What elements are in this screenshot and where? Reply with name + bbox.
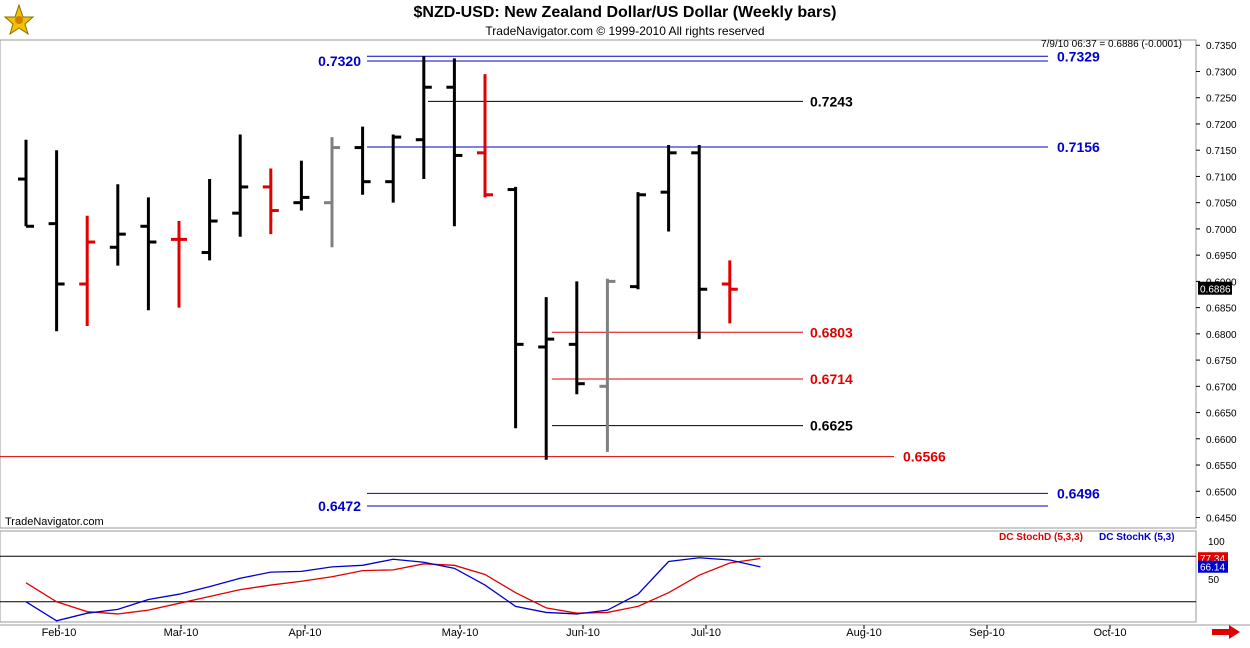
level-label-0.6714: 0.6714: [810, 371, 853, 387]
level-label-0.7243: 0.7243: [810, 93, 853, 109]
ohlc-bar: [660, 144, 677, 232]
chart-title: $NZD-USD: New Zealand Dollar/US Dollar (…: [413, 4, 837, 21]
y-tick-label: 0.6500: [1206, 487, 1237, 498]
x-tick-label: Aug-10: [846, 627, 881, 639]
x-tick-label: Jul-10: [691, 627, 721, 639]
ohlc-bar: [507, 186, 524, 429]
credit-label: TradeNavigator.com: [5, 516, 104, 528]
ohlc-bar: [171, 221, 187, 308]
y-tick-label: 0.6600: [1206, 435, 1237, 446]
ohlc-bar: [48, 150, 65, 332]
y-tick-label: 0.7150: [1206, 146, 1237, 157]
x-tick-label: Oct-10: [1093, 627, 1126, 639]
last-price-box: [1198, 281, 1232, 295]
ohlc-bar: [354, 126, 371, 195]
ohlc-bar: [140, 197, 157, 311]
y-tick-label: 0.6750: [1206, 356, 1237, 367]
y-tick-label: 0.6550: [1206, 461, 1237, 472]
x-tick-label: Mar-10: [164, 627, 199, 639]
ohlc-bar: [477, 74, 493, 198]
level-label-0.7320: 0.7320: [318, 53, 361, 69]
y-tick-label: 0.6650: [1206, 409, 1237, 420]
y-tick-label: 0.6950: [1206, 251, 1237, 262]
stoch-last-label: 77.34: [1200, 554, 1225, 565]
ohlc-bar: [630, 192, 646, 290]
x-tick-label: Feb-10: [42, 627, 77, 639]
trade-navigator-logo-icon: [2, 2, 36, 36]
y-tick-label: 0.6850: [1206, 304, 1237, 315]
ohlc-bar: [232, 134, 249, 237]
ohlc-bar: [385, 134, 402, 203]
level-label-0.6496: 0.6496: [1057, 485, 1100, 501]
stoch-series-d: [25, 557, 761, 615]
y-tick-label: 0.6800: [1206, 330, 1237, 341]
x-tick-label: Apr-10: [288, 627, 321, 639]
x-tick-label: Sep-10: [969, 627, 1004, 639]
level-label-0.6472: 0.6472: [318, 498, 361, 514]
ohlc-bar: [599, 278, 616, 452]
level-label-0.7329: 0.7329: [1057, 48, 1100, 64]
x-tick-label: May-10: [442, 627, 479, 639]
y-tick-label: 0.6700: [1206, 382, 1237, 393]
last-quote: 7/9/10 06:37 = 0.6886 (-0.0001): [1041, 39, 1182, 50]
level-label-0.7156: 0.7156: [1057, 139, 1100, 155]
ohlc-bar: [538, 297, 555, 460]
y-tick-label: 0.7300: [1206, 67, 1237, 78]
y-tick-label: 0.7000: [1206, 225, 1237, 236]
ohlc-bar: [415, 56, 432, 180]
level-label-0.6625: 0.6625: [810, 418, 853, 434]
price-panel-frame: [0, 39, 1197, 529]
stochd-legend: DC StochD (5,3,3): [999, 532, 1083, 543]
y-tick-label: 0.7100: [1206, 172, 1237, 183]
stoch-series-k: [25, 557, 761, 622]
last-price-label: 0.6886: [1200, 285, 1231, 296]
y-tick-label: 0.7250: [1206, 94, 1237, 105]
ohlc-bar: [293, 160, 310, 211]
ohlc-bar: [262, 168, 279, 235]
ohlc-bar: [79, 215, 96, 326]
ohlc-bar: [691, 144, 708, 340]
x-tick-label: Jun-10: [566, 627, 600, 639]
stochk-legend: DC StochK (5,3): [1099, 532, 1175, 543]
scroll-right-arrow-icon[interactable]: [1212, 625, 1240, 639]
y-tick-label: 0.7350: [1206, 41, 1237, 52]
ohlc-bar: [18, 139, 34, 228]
level-label-0.6566: 0.6566: [903, 449, 946, 465]
stoch-last-label: 66.14: [1200, 563, 1225, 574]
ohlc-bar: [446, 58, 463, 227]
chart-subtitle: TradeNavigator.com © 1999-2010 All right…: [485, 24, 765, 38]
y-tick-label: 0.6450: [1206, 514, 1237, 525]
level-label-0.6803: 0.6803: [810, 324, 853, 340]
indicator-panel-frame: [0, 530, 1197, 623]
ohlc-bar: [109, 184, 126, 266]
ohlc-bar: [721, 260, 738, 324]
ohlc-bar: [201, 179, 218, 261]
y-tick-label: 0.7200: [1206, 120, 1237, 131]
ohlc-bar: [568, 281, 585, 395]
stoch-last-box: [1198, 560, 1228, 573]
ohlc-bar: [324, 137, 340, 248]
stoch-y-tick-label: 50: [1208, 575, 1220, 586]
y-tick-label: 0.7050: [1206, 199, 1237, 210]
stoch-y-tick-label: 100: [1208, 537, 1225, 548]
